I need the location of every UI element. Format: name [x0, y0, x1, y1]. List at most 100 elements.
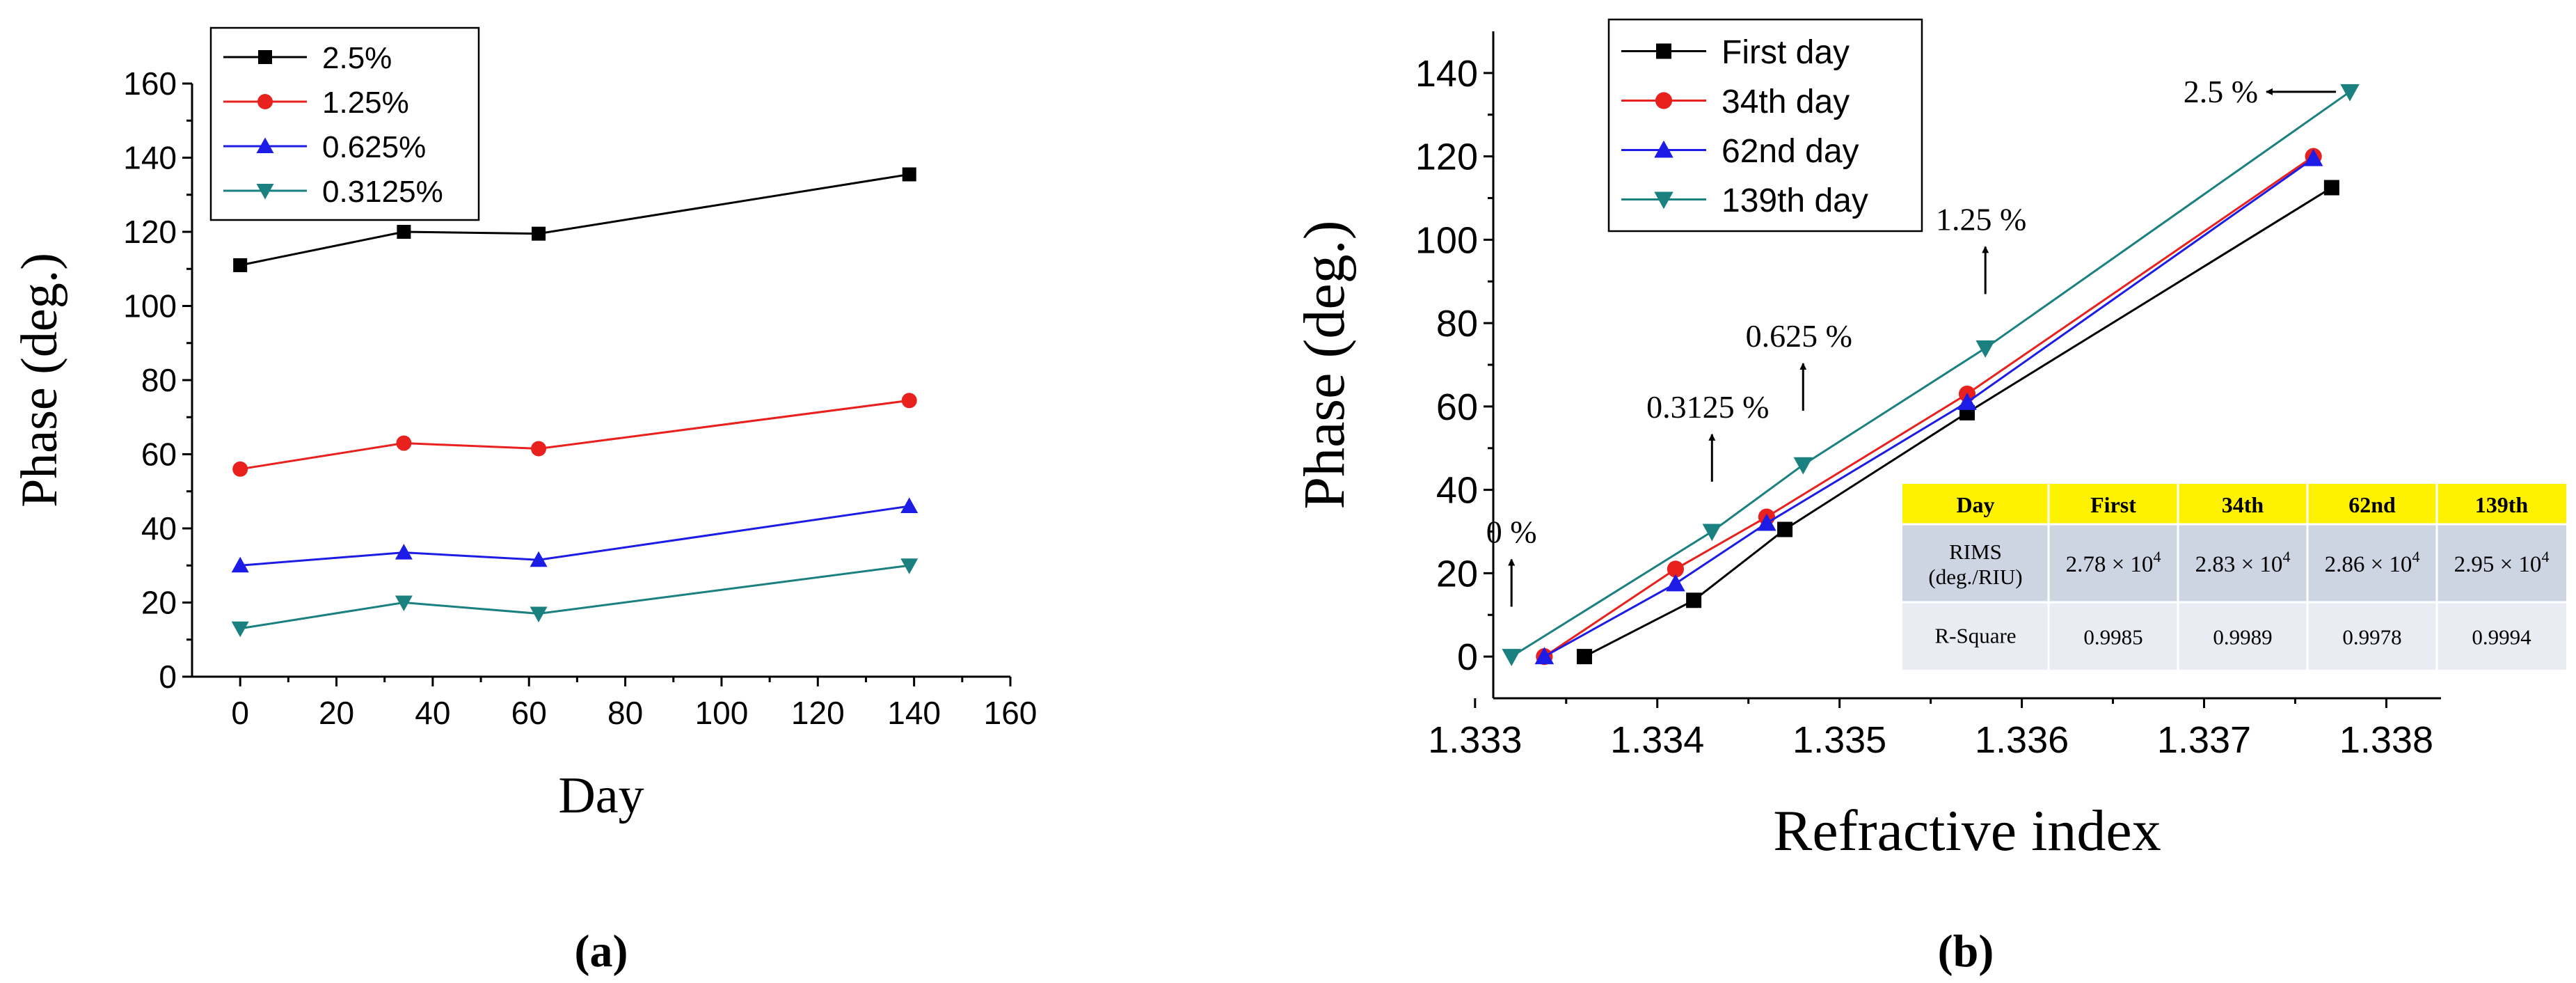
data-point-139th-day: [1975, 340, 1995, 358]
annotation-label: 2.5 %: [2184, 74, 2258, 109]
legend-marker-0-3125-: [256, 184, 274, 200]
data-point-0-3125-: [530, 606, 548, 622]
data-point-62nd-day: [1666, 574, 1685, 592]
y-axis-label: Phase (deg.): [11, 253, 68, 508]
y-tick-label: 20: [1436, 553, 1478, 595]
table-row-label: RIMS: [1949, 540, 2002, 564]
annotation-label: 0 %: [1486, 514, 1537, 549]
data-point-first-day: [1777, 521, 1793, 537]
data-point-2-5-: [233, 258, 248, 272]
y-tick-label: 140: [123, 140, 177, 176]
data-point-62nd-day: [2303, 148, 2323, 166]
data-point-0-625-: [530, 551, 548, 567]
data-point-139th-day: [1702, 524, 1722, 542]
data-point-first-day: [1576, 649, 1592, 665]
y-tick-label: 80: [141, 362, 177, 398]
table-header-cell: Day: [1956, 492, 1994, 517]
x-tick-label: 160: [984, 695, 1037, 731]
table-row-label: R-Square: [1934, 624, 2016, 648]
y-tick-label: 60: [141, 437, 177, 473]
y-tick-label: 40: [141, 510, 177, 546]
panel-b: 1.333 1.334 1.335 1.336 1.337 1.338 0 20 40 60 80 1…: [1292, 18, 2566, 977]
x-tick-label: 1.334: [1610, 719, 1704, 761]
y-tick-label: 0: [159, 659, 177, 695]
legend-marker-2-5-: [258, 50, 272, 64]
series-line-2-5-: [239, 173, 909, 267]
table-cell-value: 2.83 × 10: [2195, 552, 2283, 577]
x-tick-label: 140: [887, 695, 941, 731]
series-line-0-625-: [240, 505, 909, 567]
annotation-label: 0.625 %: [1746, 318, 1852, 354]
data-point-0-3125-: [395, 595, 413, 611]
x-tick-label: 60: [511, 695, 547, 731]
data-point-34th-day: [1667, 560, 1685, 578]
y-tick-label: 20: [141, 585, 177, 621]
y-tick-label: 140: [1415, 53, 1478, 95]
table-cell-exponent: 4: [2541, 548, 2549, 565]
panel-a: 0 20 40 60 80 100 120 140 160 0 20 40 60 80 100 120 140 1…: [11, 26, 1037, 977]
data-point-62nd-day: [1757, 513, 1776, 531]
data-point-139th-day: [2340, 84, 2360, 102]
table-cell: 0.9978: [2342, 625, 2401, 650]
annotation-label: 0.3125 %: [1646, 389, 1769, 425]
table-cell-value: 0.9985: [2083, 625, 2142, 650]
series-line-1-25-: [239, 399, 909, 471]
legend-label-34th-day: 34th day: [1722, 84, 1850, 120]
data-point-0-625-: [900, 497, 919, 514]
table-cell: 2.86 × 104: [2325, 548, 2420, 577]
legend-label-0-625-: 0.625%: [322, 130, 426, 164]
inset-table: Day First 34th 62nd 139th RIMS(deg./RIU) 2.78 …: [1902, 484, 2566, 670]
legend-marker-139th-day: [1654, 191, 1673, 210]
data-point-0-3125-: [900, 558, 919, 574]
y-tick-label: 100: [123, 288, 177, 324]
legend-marker-0-625-: [256, 137, 274, 153]
table-cell: 2.78 × 104: [2066, 548, 2161, 577]
data-point-2-5-: [397, 225, 411, 239]
y-tick-label: 160: [123, 65, 177, 102]
data-point-2-5-: [532, 226, 546, 241]
legend-label-1-25-: 1.25%: [322, 86, 409, 120]
y-tick-label: 100: [1415, 219, 1478, 261]
legend-marker-first-day: [1656, 43, 1671, 59]
table-cell-value: 0.9989: [2213, 625, 2272, 650]
panel-label: (a): [575, 926, 628, 977]
y-tick-label: 120: [123, 214, 177, 250]
table-row-background: [1902, 602, 2566, 670]
x-tick-label: 1.336: [1975, 719, 2069, 761]
x-tick-label: 0: [231, 695, 249, 731]
data-point-2-5-: [902, 167, 916, 182]
table-cell-value: 2.86 × 10: [2325, 552, 2412, 577]
table-cell-value: 0.9978: [2342, 625, 2401, 650]
table-cell-value: 2.95 × 10: [2454, 552, 2542, 577]
data-point-1-25-: [901, 393, 917, 409]
x-tick-label: 1.333: [1428, 719, 1522, 761]
legend-label-first-day: First day: [1722, 34, 1850, 71]
data-point-62nd-day: [1534, 647, 1555, 665]
table-header-cell: First: [2090, 492, 2136, 517]
table-header-cell: 34th: [2222, 492, 2264, 517]
y-tick-label: 0: [1457, 636, 1478, 678]
data-point-0-625-: [231, 556, 249, 573]
legend-label-62nd-day: 62nd day: [1722, 133, 1859, 170]
x-tick-label: 20: [319, 695, 354, 731]
table-cell-value: 2.78 × 10: [2066, 552, 2154, 577]
data-point-0-625-: [395, 544, 413, 560]
table-header-background: [1902, 484, 2566, 524]
table-cell-exponent: 4: [2282, 548, 2290, 565]
legend-label-139th-day: 139th day: [1722, 182, 1868, 219]
y-tick-label: 60: [1436, 386, 1478, 428]
x-tick-label: 120: [791, 695, 845, 731]
data-point-1-25-: [531, 441, 547, 457]
table-cell-exponent: 4: [2153, 548, 2161, 565]
data-point-1-25-: [396, 435, 412, 451]
x-axis-label: Refractive index: [1773, 799, 2161, 863]
legend-marker-34th-day: [1655, 92, 1673, 109]
table-header-cell: 139th: [2475, 492, 2529, 517]
legend-box: [209, 26, 480, 221]
data-point-139th-day: [1502, 649, 1521, 666]
x-tick-label: 80: [607, 695, 643, 731]
table-cell: 0.9989: [2213, 625, 2272, 650]
table-header-cell: 62nd: [2348, 492, 2396, 517]
x-tick-label: 40: [415, 695, 450, 731]
